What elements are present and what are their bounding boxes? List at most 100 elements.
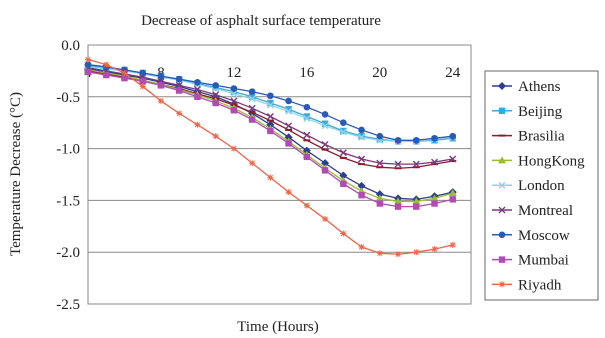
data-point <box>303 202 310 209</box>
data-point <box>248 93 256 100</box>
legend: Athens Beijing Brasilia HongKong London Montr… <box>484 70 599 301</box>
data-point <box>285 122 293 130</box>
data-point <box>340 119 347 126</box>
legend-marker <box>498 82 506 90</box>
data-point <box>121 74 128 82</box>
x-tick-label: 20 <box>372 65 387 81</box>
data-point <box>267 127 274 135</box>
series-riyadh <box>85 56 456 258</box>
legend-marker <box>498 256 506 263</box>
data-point <box>230 90 238 98</box>
data-point <box>376 200 384 207</box>
data-point <box>103 71 110 79</box>
data-point <box>194 78 201 86</box>
data-point <box>157 82 165 89</box>
data-point <box>303 153 311 161</box>
data-point <box>285 97 292 105</box>
data-point <box>340 180 347 188</box>
data-point <box>358 244 365 251</box>
data-point <box>230 145 237 152</box>
data-point <box>321 167 329 174</box>
legend-marker <box>498 107 506 114</box>
data-point <box>431 246 438 253</box>
y-tick-label: -2.0 <box>56 245 80 261</box>
data-point <box>266 112 274 120</box>
x-axis-label: Time (Hours) <box>237 319 319 335</box>
y-tick-label: 0.0 <box>61 38 80 54</box>
data-point <box>303 113 311 120</box>
legend-marker <box>498 156 506 164</box>
data-point <box>303 131 311 139</box>
legend-marker <box>498 231 506 239</box>
data-point <box>413 249 420 256</box>
legend-label: Beijing <box>518 104 563 120</box>
data-point <box>412 160 420 168</box>
data-point <box>358 132 365 140</box>
legend-label: Riyadh <box>518 277 562 293</box>
legend-label: Moscow <box>518 228 570 244</box>
y-axis-label: Temperature Decrease (°C) <box>8 92 24 256</box>
data-point <box>248 104 256 112</box>
data-point <box>321 140 329 148</box>
data-point <box>285 140 292 147</box>
data-point <box>267 99 274 107</box>
data-point <box>103 61 110 68</box>
x-tick-label: 12 <box>226 65 241 81</box>
data-point <box>303 103 311 111</box>
data-point <box>394 137 402 144</box>
data-point <box>248 95 256 103</box>
data-point <box>139 78 146 85</box>
data-point <box>340 127 347 135</box>
data-point <box>285 106 292 113</box>
data-point <box>266 101 274 109</box>
data-point <box>248 88 256 95</box>
data-point <box>394 160 402 168</box>
data-point <box>395 251 402 258</box>
data-point <box>249 160 256 167</box>
legend-marker <box>498 206 506 214</box>
data-point <box>449 196 456 203</box>
data-point <box>321 122 329 130</box>
y-tick-label: -1.0 <box>56 142 80 158</box>
legend-item: Mumbai <box>492 253 569 269</box>
data-point <box>157 97 164 104</box>
legend-marker <box>499 281 505 288</box>
data-point <box>358 133 366 141</box>
data-point <box>230 97 238 105</box>
data-point <box>230 85 238 92</box>
plot-area <box>87 44 472 305</box>
y-axis-ticks: 0.0 -0.5 -1.0 -1.5 -2.0 -2.5 <box>56 38 80 313</box>
data-point <box>176 110 183 117</box>
data-point <box>321 111 329 118</box>
legend-label: HongKong <box>518 153 585 169</box>
data-point <box>340 230 347 237</box>
data-point <box>139 83 146 90</box>
legend-item: Moscow <box>492 228 570 244</box>
chart-title: Decrease of asphalt surface temperature <box>141 13 381 29</box>
legend-label: Athens <box>518 79 561 95</box>
legend-label: Montreal <box>518 203 573 219</box>
legend-label: Mumbai <box>518 253 569 269</box>
legend-marker <box>498 181 506 189</box>
data-point <box>248 116 256 123</box>
legend-item: Montreal <box>492 203 573 219</box>
data-point <box>413 203 420 210</box>
legend-item: HongKong <box>492 153 585 169</box>
data-point <box>230 107 238 114</box>
data-point <box>394 203 402 210</box>
data-point <box>212 99 219 107</box>
y-tick-label: -1.5 <box>56 193 80 209</box>
data-point <box>303 115 311 123</box>
data-point <box>430 194 439 202</box>
legend-item: London <box>492 178 565 194</box>
plot-frame <box>87 44 472 305</box>
data-point <box>321 159 330 168</box>
data-point <box>431 134 438 142</box>
data-point <box>358 192 365 199</box>
legend-item: Brasilia <box>492 129 565 145</box>
data-point <box>339 149 347 157</box>
data-point <box>175 75 183 83</box>
data-point <box>431 158 439 166</box>
data-point <box>376 159 384 167</box>
